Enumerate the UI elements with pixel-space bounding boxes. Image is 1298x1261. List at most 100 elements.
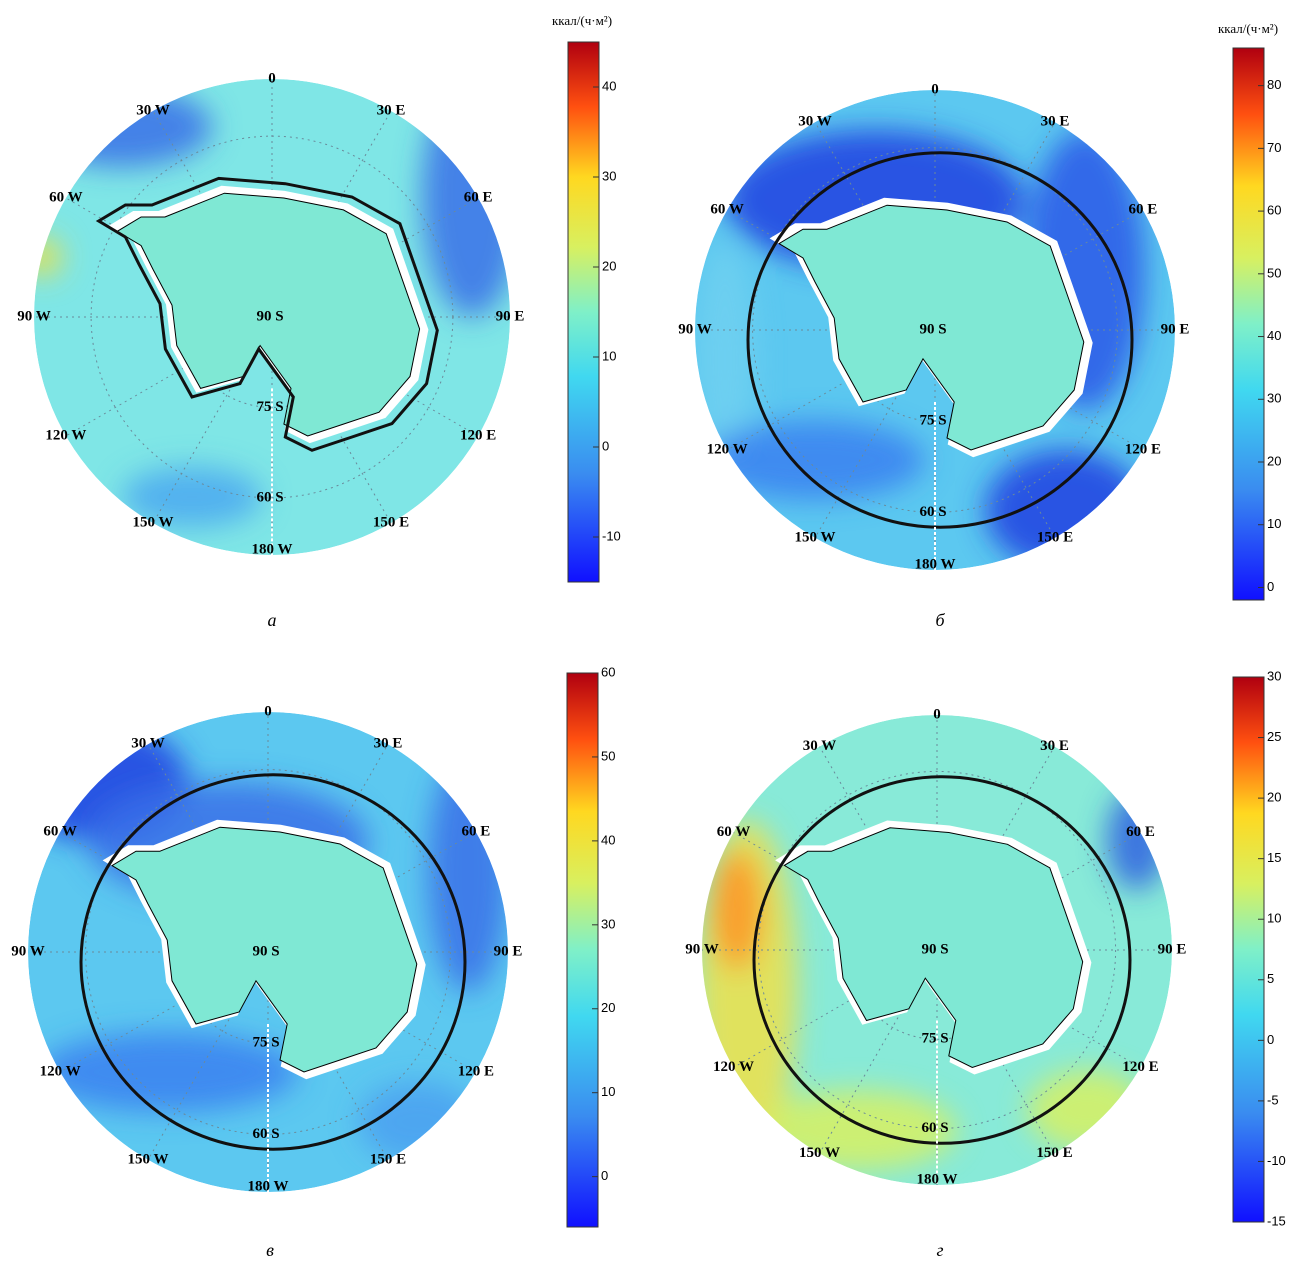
colorbar-tick-label: 20 [602, 258, 616, 273]
colorbar-tick-label: 20 [1267, 790, 1281, 805]
map-label: 150 E [1037, 529, 1073, 545]
panel-letter: б [935, 610, 945, 630]
map-label: 90 E [494, 943, 523, 959]
colorbar-tick-label: 10 [601, 1084, 615, 1099]
meridian [814, 329, 936, 539]
colorbar-tick-label: 40 [1267, 328, 1281, 343]
map-label: 30 E [377, 102, 406, 118]
map [34, 79, 510, 555]
meridian [152, 110, 273, 318]
map-label: 150 E [373, 515, 409, 531]
continent [111, 826, 418, 1073]
map-label: 60 E [461, 823, 490, 839]
colorbar [1232, 47, 1265, 601]
map-panel: 0 30 W 30 E 60 W 60 E 90 W 90 E 120 W 120 E 150 W… [685, 668, 1286, 1260]
map-label: 120 W [707, 441, 748, 457]
colorbar-tick-label: 20 [601, 1000, 615, 1015]
map-label: 60 S [252, 1126, 279, 1142]
map-label: 75 S [919, 413, 946, 429]
map-label: 30 W [798, 114, 831, 130]
map-label: 120 E [1125, 441, 1161, 457]
colorbar-tick-label: 0 [1267, 1032, 1274, 1047]
ice-edge [79, 773, 467, 1151]
ice-edge [752, 775, 1132, 1145]
map-label: 150 W [799, 1145, 840, 1161]
field-patch [705, 420, 925, 500]
map-label: 90 S [921, 941, 948, 957]
field-patch [1107, 790, 1167, 890]
colorbar-tick-label: 5 [1267, 971, 1274, 986]
map-label: 90 E [496, 308, 525, 324]
colorbar-tick-label: 70 [1267, 140, 1281, 155]
colorbar-unit: ккал/(ч·м²) [1218, 21, 1278, 36]
colorbar-tick-label: 60 [601, 664, 615, 679]
colorbar-tick-label: 20 [1267, 453, 1281, 468]
field-patch [712, 850, 762, 970]
map-label: 60 W [717, 824, 750, 840]
colorbar-tick-label: -5 [1267, 1092, 1279, 1107]
map-label: 30 E [1040, 738, 1069, 754]
map-label: 75 S [921, 1031, 948, 1047]
parallel [85, 769, 451, 1135]
map-label: 30 W [131, 736, 164, 752]
map-label: 90 S [919, 321, 946, 337]
map-label: 60 W [49, 189, 82, 205]
colorbar-tick-label: -10 [1267, 1153, 1286, 1168]
panel-letter: в [266, 1240, 274, 1260]
map-label: 90 W [678, 321, 711, 337]
map-label: 180 W [915, 557, 956, 573]
map-label: 0 [933, 706, 941, 722]
map-label: 120 W [713, 1059, 754, 1075]
colorbar-tick-label: 50 [1267, 265, 1281, 280]
map-label: 60 E [464, 189, 493, 205]
map-label: 90 S [252, 943, 279, 959]
map-label: 180 W [917, 1172, 958, 1188]
colorbar-tick-label: 30 [601, 916, 615, 931]
field-patch [34, 87, 212, 167]
meridian [271, 316, 392, 524]
map-panel: 0 30 W 30 E 60 W 60 E 90 W 90 E 120 W 120 E 150 W… [678, 21, 1281, 630]
colorbar-tick-label: 0 [1267, 579, 1274, 594]
map-label: 120 W [45, 427, 86, 443]
field-patch [122, 467, 262, 527]
field-patch [358, 1082, 478, 1162]
colorbar-tick-label: 10 [602, 348, 616, 363]
map-label: 0 [264, 703, 272, 719]
map-label: 60 E [1128, 201, 1157, 217]
map-label: 120 E [458, 1063, 494, 1079]
map-label: 180 W [252, 542, 293, 558]
colorbar-tick-label: 10 [1267, 516, 1281, 531]
colorbar-tick-label: 30 [1267, 391, 1281, 406]
colorbar-tick-label: 25 [1267, 729, 1281, 744]
continent [778, 204, 1085, 451]
map-label: 90 S [256, 308, 283, 324]
continent [116, 192, 421, 437]
colorbar-tick-label: 15 [1267, 850, 1281, 865]
colorbar-tick-label: 80 [1267, 77, 1281, 92]
map-label: 180 W [248, 1179, 289, 1195]
map-panel: 0 30 W 30 E 60 W 60 E 90 W 90 E 120 W 120 E 150 W… [17, 13, 621, 630]
meridian [726, 329, 936, 451]
panel-letter: г [936, 1240, 943, 1260]
field-patch [985, 450, 1145, 570]
colorbar [566, 672, 599, 1228]
map-label: 60 W [43, 823, 76, 839]
colorbar-tick-label: 40 [602, 78, 616, 93]
map-label: 90 W [17, 308, 50, 324]
continent [783, 827, 1084, 1069]
map-label: 60 E [1126, 824, 1155, 840]
map [28, 712, 508, 1192]
colorbar [1232, 676, 1265, 1223]
map-label: 120 E [460, 427, 496, 443]
map-label: 150 E [1036, 1145, 1072, 1161]
colorbar-tick-label: 10 [1267, 911, 1281, 926]
meridian [271, 197, 479, 318]
map-label: 30 W [803, 738, 836, 754]
colorbar-tick-label: 30 [602, 168, 616, 183]
ice-edge [95, 176, 439, 452]
panel-letter: а [268, 610, 277, 630]
map-label: 150 W [128, 1151, 169, 1167]
map-label: 60 S [921, 1120, 948, 1136]
meridian [65, 316, 273, 437]
map-label: 30 W [136, 102, 169, 118]
